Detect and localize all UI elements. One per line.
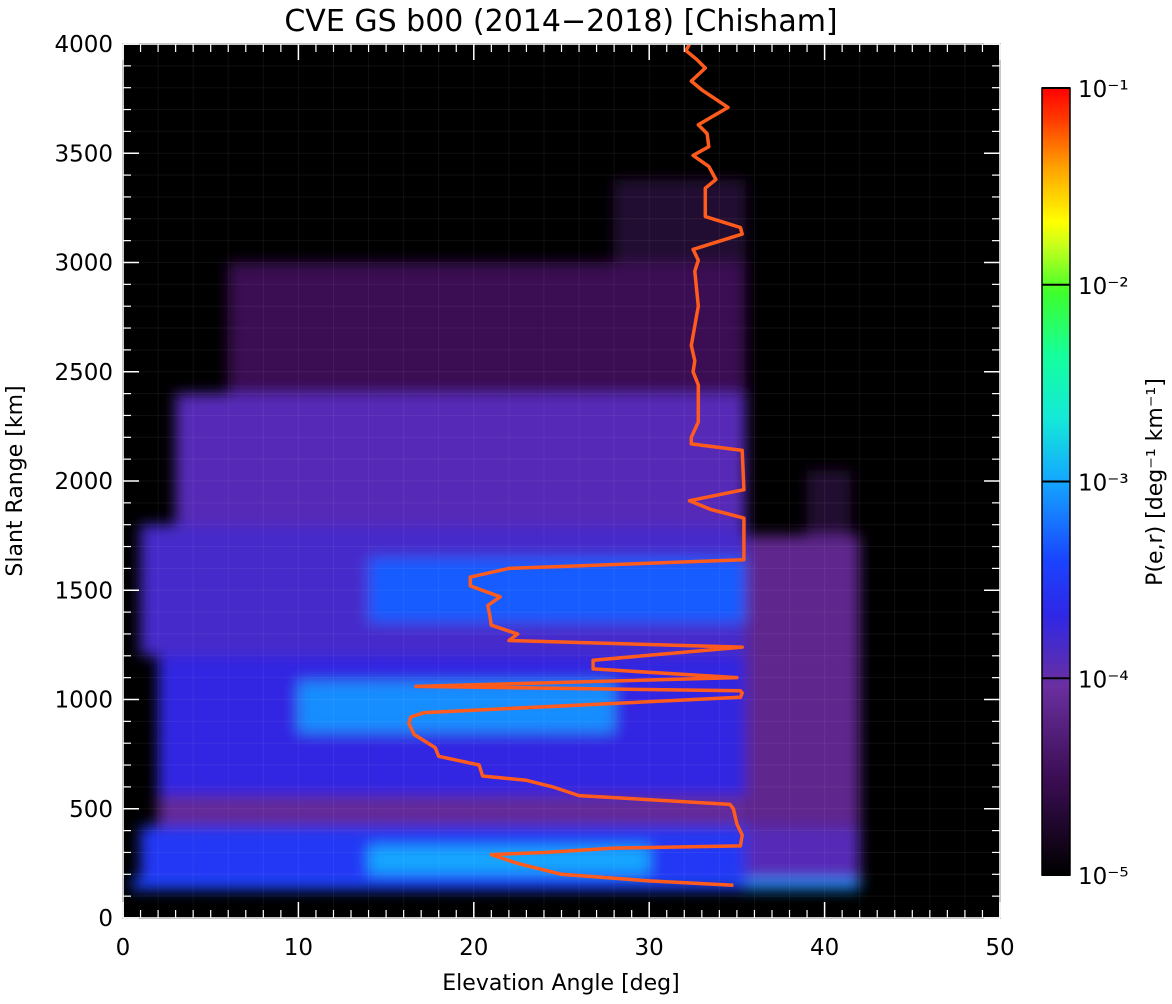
heatmap-cell <box>131 878 746 890</box>
grid-lines <box>123 44 1000 918</box>
elevation-profile-line <box>407 44 746 887</box>
x-tick-label: 40 <box>810 935 839 961</box>
heatmap-cell <box>745 878 860 890</box>
colorbar-tick-label: 10⁻⁵ <box>1078 864 1129 890</box>
heatmap-cell <box>175 393 746 525</box>
heatmap-cell <box>368 557 746 624</box>
colorbar-tick-label: 10⁻³ <box>1078 471 1129 497</box>
y-tick-label: 500 <box>69 797 113 823</box>
x-tick-label: 50 <box>985 935 1014 961</box>
heatmap-cell <box>807 470 851 536</box>
x-tick-label: 20 <box>459 935 488 961</box>
x-tick-label: 10 <box>284 935 313 961</box>
y-tick-label: 1000 <box>54 688 113 714</box>
colorbar-ticks: 10⁻¹ 10⁻² 10⁻³ 10⁻⁴ 10⁻⁵ <box>1042 77 1129 890</box>
y-tick-label: 0 <box>98 906 113 932</box>
x-axis-ticks: 0 10 20 30 40 50 <box>116 44 1015 961</box>
y-axis-label: Slant Range [km] <box>3 385 28 576</box>
colorbar: 10⁻¹ 10⁻² 10⁻³ 10⁻⁴ 10⁻⁵ P(e,r) [deg⁻¹ km⁻¹] <box>1041 77 1168 890</box>
colorbar-label: P(e,r) [deg⁻¹ km⁻¹] <box>1143 378 1168 586</box>
y-tick-label: 3500 <box>54 141 113 167</box>
y-tick-label: 2000 <box>54 469 113 495</box>
chart-title: CVE GS b00 (2014−2018) [Chisham] <box>284 4 837 39</box>
heatmap-cell <box>745 535 860 827</box>
y-tick-label: 4000 <box>54 32 113 58</box>
heatmap-cells <box>131 179 860 890</box>
y-tick-label: 1500 <box>54 578 113 604</box>
plot-area: 0 10 20 30 40 50 0 500 1000 1500 2000 2500 3000 3500… <box>54 32 1014 961</box>
y-tick-label: 3000 <box>54 251 113 277</box>
y-axis-ticks: 0 500 1000 1500 2000 2500 3000 3500 4000 <box>54 32 1000 932</box>
heatmap-cell <box>228 262 746 394</box>
x-tick-label: 30 <box>635 935 664 961</box>
x-tick-label: 0 <box>116 935 131 961</box>
x-axis-label: Elevation Angle [deg] <box>442 971 679 996</box>
heatmap-cell <box>745 826 860 879</box>
colorbar-tick-label: 10⁻⁴ <box>1078 667 1129 693</box>
colorbar-tick-label: 10⁻² <box>1078 274 1129 300</box>
heatmap-blur-group <box>131 179 860 890</box>
heatmap-cell <box>614 179 746 263</box>
colorbar-tick-label: 10⁻¹ <box>1078 77 1129 103</box>
y-tick-label: 2500 <box>54 360 113 386</box>
